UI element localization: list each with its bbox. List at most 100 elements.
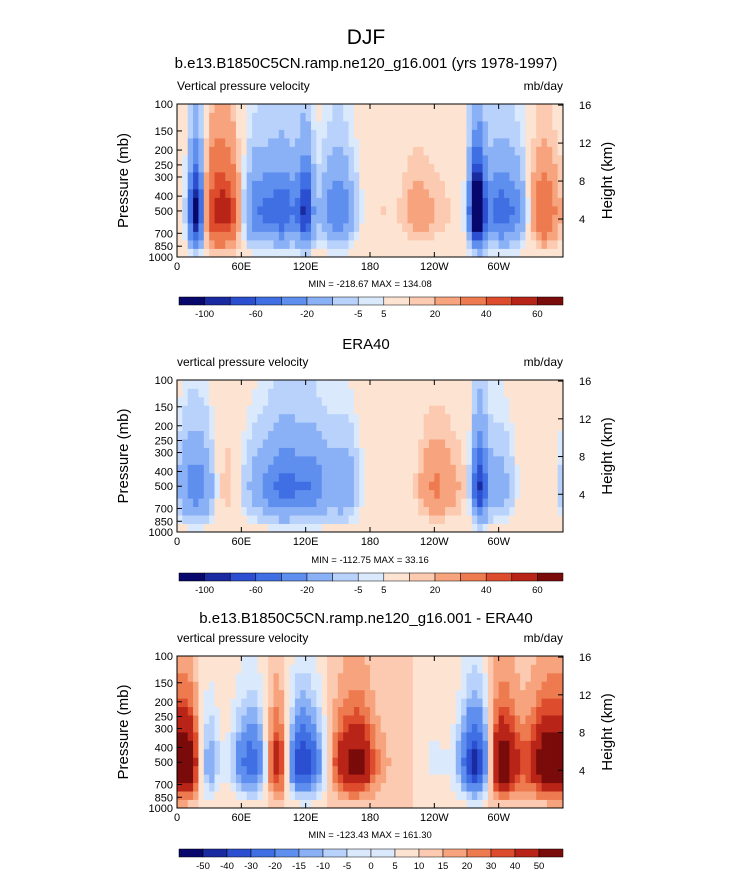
heatmap-cell (380, 656, 387, 665)
heatmap-cell (386, 748, 392, 758)
heatmap-cell (445, 447, 451, 457)
colorbar-label: 5 (381, 585, 386, 596)
heatmap-cell (498, 380, 505, 389)
heatmap-cell (278, 757, 285, 767)
heatmap-cell (246, 732, 253, 741)
heatmap-cell (278, 388, 285, 398)
heatmap-cell (477, 121, 483, 130)
heatmap-cell (332, 672, 339, 682)
heatmap-cell (396, 740, 403, 750)
heatmap-cell (509, 112, 516, 122)
heatmap-cell (370, 765, 376, 775)
heatmap-cell (257, 121, 264, 130)
heatmap-cell (246, 782, 253, 792)
heatmap-cell (187, 748, 194, 758)
heatmap-cell (514, 656, 521, 665)
units-label: mb/day (524, 355, 563, 369)
heatmap-cell (241, 180, 248, 190)
heatmap-cell (520, 388, 526, 398)
heatmap-cell (418, 672, 425, 682)
heatmap-cell (552, 672, 559, 682)
heatmap-cell (407, 155, 414, 164)
heatmap-cell (235, 740, 242, 750)
heatmap-cell (332, 422, 339, 432)
heatmap-cell (193, 689, 199, 699)
heatmap-cell (348, 197, 355, 207)
heatmap-cell (546, 146, 553, 156)
heatmap-cell (445, 782, 451, 792)
heatmap-cell (343, 121, 349, 130)
heatmap-cell (407, 180, 414, 190)
heatmap-cell (509, 706, 516, 716)
heatmap-cell (380, 498, 387, 508)
heatmap-cell (493, 740, 500, 750)
heatmap-cell (246, 664, 253, 674)
heatmap-cell (455, 791, 462, 800)
heatmap-cell (225, 396, 232, 406)
heatmap-cell (509, 396, 516, 406)
heatmap-cell (428, 656, 435, 665)
heatmap-cell (520, 748, 526, 758)
heatmap-cell (461, 413, 467, 423)
heatmap-cell (177, 464, 183, 474)
heatmap-cell (257, 515, 264, 524)
heatmap-cell (541, 456, 548, 465)
heatmap-cell (509, 248, 516, 258)
heatmap-cell (198, 447, 205, 457)
heatmap-cell (182, 439, 189, 448)
heatmap-cell (482, 656, 489, 665)
heatmap-cell (214, 430, 221, 440)
heatmap-cell (268, 112, 274, 122)
heatmap-cell (284, 748, 290, 758)
heatmap-cell (278, 672, 285, 682)
heatmap-cell (412, 774, 419, 784)
heatmap-cell (203, 163, 210, 173)
heatmap-cell (187, 698, 194, 708)
heatmap-cell (402, 715, 408, 724)
heatmap-cell (235, 388, 242, 398)
heatmap-cell (219, 163, 226, 173)
heatmap-cell (246, 757, 253, 767)
heatmap-cell (364, 129, 371, 139)
heatmap-cell (455, 231, 462, 241)
colorbar-box (178, 296, 205, 306)
heatmap-cell (450, 472, 457, 482)
heatmap-field (177, 104, 564, 258)
heatmap-cell (230, 197, 237, 207)
heatmap-cell (402, 456, 408, 465)
heatmap-cell (348, 472, 355, 482)
heatmap-cell (493, 715, 500, 724)
heatmap-cell (209, 489, 215, 499)
heatmap-cell (359, 672, 366, 682)
heatmap-cell (552, 481, 559, 491)
heatmap-cell (557, 672, 564, 682)
heatmap-cell (450, 231, 457, 241)
heatmap-cell (445, 515, 451, 524)
heatmap-cell (471, 472, 478, 482)
heatmap-cell (445, 214, 451, 224)
heatmap-cell (305, 422, 312, 432)
heatmap-cell (273, 664, 280, 674)
heatmap-cell (428, 765, 435, 775)
heatmap-cell (504, 155, 510, 164)
heatmap-cell (241, 146, 248, 156)
heatmap-cell (300, 765, 307, 775)
heatmap-cell (370, 248, 376, 258)
heatmap-cell (203, 689, 210, 699)
heatmap-cell (396, 405, 403, 415)
heatmap-cell (268, 430, 274, 440)
heatmap-cell (471, 396, 478, 406)
heatmap-cell (498, 464, 505, 474)
heatmap-cell (471, 231, 478, 241)
heatmap-cell (423, 121, 430, 130)
heatmap-cell (530, 672, 537, 682)
heatmap-cell (418, 439, 425, 448)
heatmap-cell (418, 791, 425, 800)
heatmap-cell (428, 774, 435, 784)
heatmap-cell (412, 121, 419, 130)
heatmap-cell (364, 197, 371, 207)
heatmap-cell (268, 413, 274, 423)
heatmap-cell (262, 248, 269, 258)
heatmap-cell (466, 740, 473, 750)
heatmap-cell (187, 240, 194, 249)
